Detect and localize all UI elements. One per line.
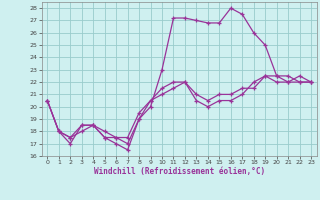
X-axis label: Windchill (Refroidissement éolien,°C): Windchill (Refroidissement éolien,°C) [94,167,265,176]
